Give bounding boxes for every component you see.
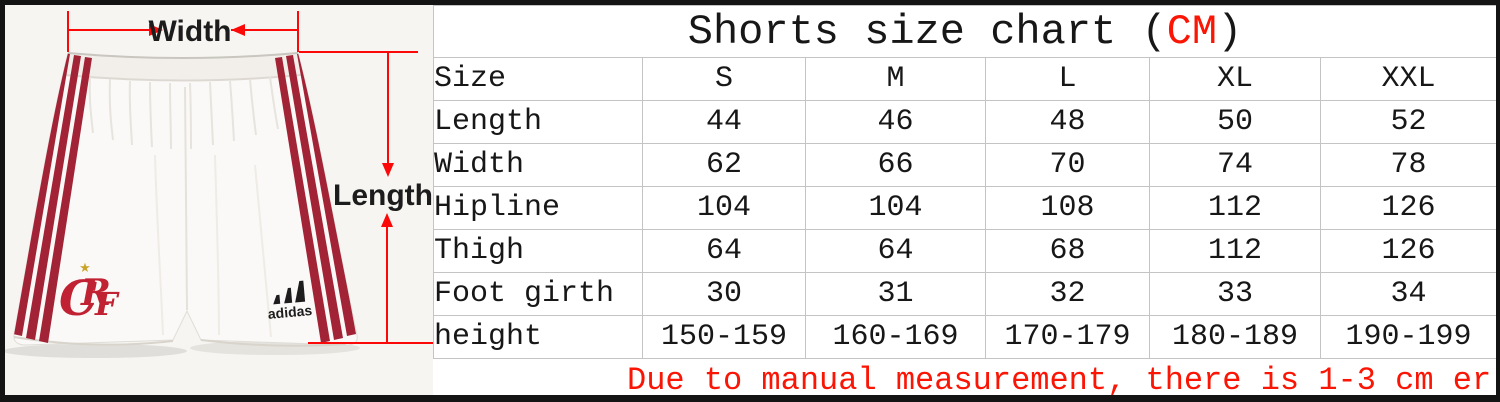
size-value-cell: 34 (1319, 272, 1496, 316)
size-value-cell: 44 (642, 100, 806, 144)
size-value-cell: 64 (805, 229, 986, 273)
size-value-cell: 112 (1149, 229, 1321, 273)
size-value-cell: 33 (1149, 272, 1321, 316)
size-value-cell: 74 (1149, 143, 1321, 187)
paren-close: ) (1217, 7, 1243, 56)
size-value-cell: 108 (985, 186, 1150, 230)
column-header: M (805, 57, 986, 101)
shadow (5, 344, 187, 358)
table-header-row: Size S M L XL XXL (433, 57, 1496, 101)
size-value-cell: 30 (642, 272, 806, 316)
column-header: L (985, 57, 1150, 101)
size-value-cell: 32 (985, 272, 1150, 316)
table-row: Length 44 46 48 50 52 (433, 100, 1496, 144)
product-photo-panel: ★ C R F adidas (5, 5, 433, 395)
adidas-logo-icon: adidas (267, 280, 313, 322)
size-value-cell: 170-179 (985, 315, 1150, 359)
paren-open: ( (1141, 7, 1167, 56)
adidas-wordmark: adidas (267, 302, 313, 322)
column-header: XL (1149, 57, 1321, 101)
table-row: Width 62 66 70 74 78 (433, 143, 1496, 187)
flamengo-crest: ★ C R F (59, 261, 120, 327)
size-value-cell: 150-159 (642, 315, 806, 359)
column-header: S (642, 57, 806, 101)
width-arrowheads (149, 24, 245, 36)
row-label: Foot girth (433, 272, 643, 316)
crest-letter-f: F (94, 285, 120, 323)
size-value-cell: 104 (805, 186, 986, 230)
row-label: Width (433, 143, 643, 187)
table-row: Foot girth 30 31 32 33 34 (433, 272, 1496, 316)
table-row: height 150-159 160-169 170-179 180-189 1… (433, 315, 1496, 359)
shorts-photo: ★ C R F adidas (5, 11, 433, 358)
size-value-cell: 180-189 (1149, 315, 1321, 359)
size-value-cell: 190-199 (1319, 315, 1496, 359)
size-value-cell: 31 (805, 272, 986, 316)
size-value-cell: 52 (1319, 100, 1496, 144)
column-header: XXL (1319, 57, 1496, 101)
size-table: Shorts size chart (CM) Size S M L XL XXL… (432, 5, 1496, 359)
row-label: Hipline (433, 186, 643, 230)
size-value-cell: 66 (805, 143, 986, 187)
crest-letter-c: C (59, 271, 97, 327)
row-label: Length (433, 100, 643, 144)
measurement-note: Due to manual measurement, there is 1-3 … (627, 362, 1492, 399)
size-value-cell: 126 (1319, 186, 1496, 230)
size-value-cell: 64 (642, 229, 806, 273)
size-value-cell: 160-169 (805, 315, 986, 359)
size-value-cell: 78 (1319, 143, 1496, 187)
size-value-cell: 68 (985, 229, 1150, 273)
center-seam (184, 86, 188, 311)
size-value-cell: 104 (642, 186, 806, 230)
size-value-cell: 50 (1149, 100, 1321, 144)
size-value-cell: 62 (642, 143, 806, 187)
width-label: Width (148, 15, 231, 48)
cm-unit: CM (1166, 7, 1218, 56)
column-header: Size (433, 57, 643, 101)
size-value-cell: 46 (805, 100, 986, 144)
chart-title: Shorts size chart (CM) (432, 5, 1496, 58)
size-value-cell: 70 (985, 143, 1150, 187)
size-value-cell: 112 (1149, 186, 1321, 230)
row-label: height (433, 315, 643, 359)
size-value-cell: 48 (985, 100, 1150, 144)
table-row: Thigh 64 64 68 112 126 (433, 229, 1496, 273)
size-value-cell: 126 (1319, 229, 1496, 273)
length-label: Length (333, 179, 433, 212)
table-title-row: Shorts size chart (CM) (432, 5, 1496, 58)
length-arrowheads (381, 163, 394, 227)
shorts-body (13, 52, 358, 347)
star-icon: ★ (79, 261, 91, 276)
row-label: Thigh (433, 229, 643, 273)
three-stripes (13, 53, 356, 343)
size-chart-panel: Shorts size chart (CM) Size S M L XL XXL… (432, 5, 1496, 395)
table-row: Hipline 104 104 108 112 126 (433, 186, 1496, 230)
length-measure-lines (299, 51, 433, 344)
crest-letter-r: R (80, 272, 111, 314)
chart-title-text: Shorts size chart (687, 7, 1142, 56)
